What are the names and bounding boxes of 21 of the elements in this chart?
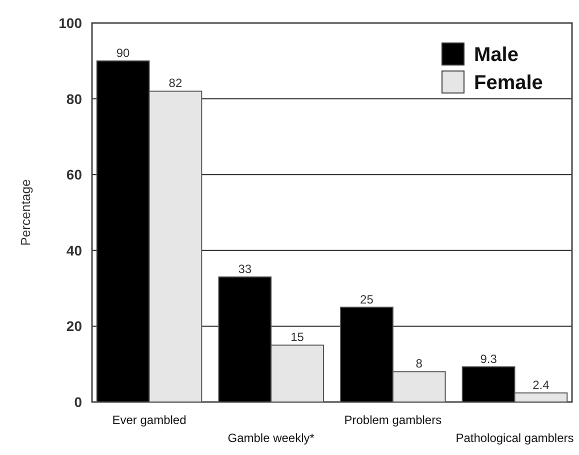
data-label: 15 — [290, 330, 304, 344]
legend-label: Female — [474, 72, 543, 94]
x-tick-label: Pathological gamblers — [456, 431, 574, 445]
data-label: 8 — [416, 356, 423, 371]
x-tick-label: Ever gambled — [112, 413, 186, 427]
y-tick-label: 60 — [66, 166, 82, 183]
y-tick-label: 40 — [66, 242, 82, 258]
y-tick-label: 20 — [66, 318, 82, 334]
data-label: 90 — [116, 46, 130, 60]
legend-label: Male — [474, 44, 518, 66]
y-tick-label: 100 — [58, 15, 82, 31]
y-tick-label: 80 — [66, 90, 82, 107]
y-tick-label: 0 — [74, 394, 82, 410]
data-label: 82 — [168, 76, 182, 90]
data-label: 33 — [238, 262, 252, 276]
data-label: 2.4 — [532, 378, 550, 392]
x-tick-label: Gamble weekly* — [228, 431, 315, 445]
data-label: 9.3 — [480, 352, 498, 366]
data-label: 25 — [360, 292, 374, 306]
y-axis-title: Percentage — [18, 179, 33, 246]
x-tick-label: Problem gamblers — [344, 413, 442, 427]
